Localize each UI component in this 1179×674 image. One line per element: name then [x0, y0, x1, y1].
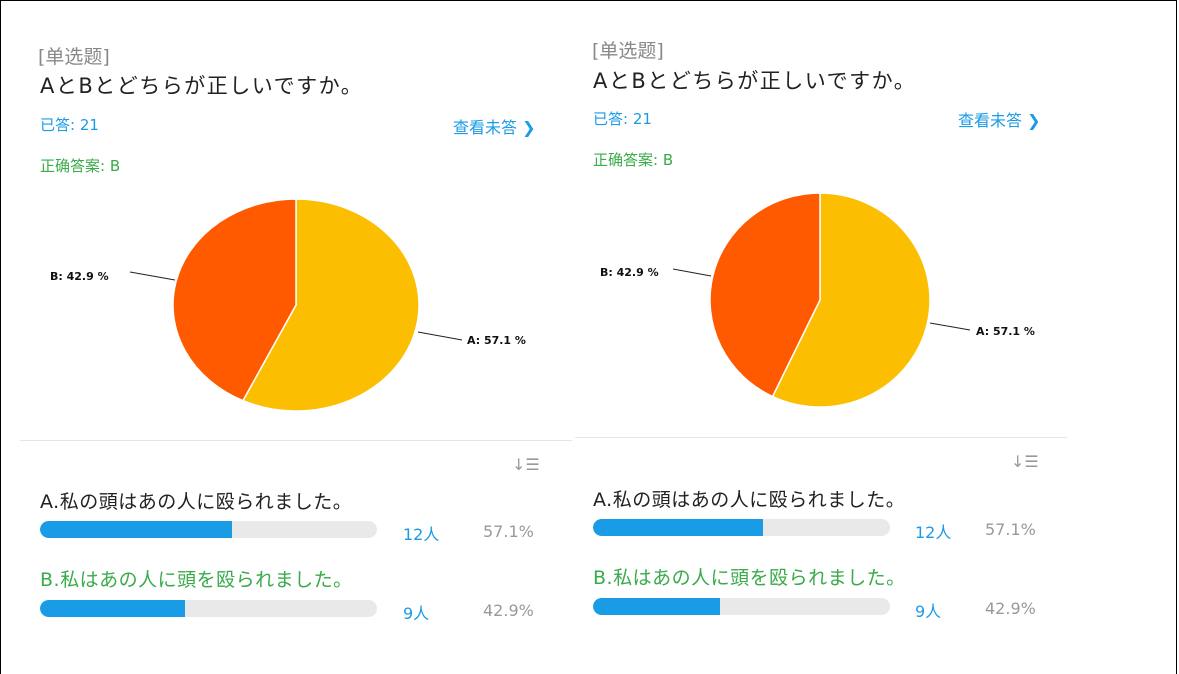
pie-chart: A: 57.1 % B: 42.9 %: [600, 192, 1035, 408]
option-b-percent: 42.9%: [483, 601, 534, 620]
option-b-progress-bar: [40, 600, 377, 617]
pie-slice-a[interactable]: [241, 198, 420, 412]
option-b-label: B.私はあの人に頭を殴られました。: [593, 567, 906, 589]
pie-label-leader-line: [129, 271, 176, 281]
option-b-count[interactable]: 9人: [403, 604, 430, 623]
option-a-progress-bar: [40, 521, 377, 538]
poll-result-panel-1: [单选题] AとBとどちらが正しいですか。 已答: 21 查看未答 ❯ 正确答案…: [0, 0, 575, 674]
option-b-count[interactable]: 9人: [915, 602, 942, 621]
poll-result-panel-2: [单选题] AとBとどちらが正しいですか。 已答: 21 查看未答 ❯ 正确答案…: [575, 0, 1175, 674]
option-a-progress-fill: [40, 521, 233, 538]
section-divider: [575, 437, 1067, 438]
option-b-percent: 42.9%: [985, 599, 1036, 618]
pie-slice-b[interactable]: [709, 192, 821, 398]
chevron-right-icon: ❯: [1027, 111, 1041, 130]
pie-chart: A: 57.1 % B: 42.9 %: [50, 198, 526, 412]
option-a-percent: 57.1%: [483, 522, 534, 541]
view-unanswered-label: 查看未答: [958, 111, 1023, 130]
chevron-right-icon: ❯: [522, 118, 536, 137]
sort-icon[interactable]: ↓☰: [1011, 452, 1039, 471]
correct-answer: 正确答案: B: [593, 151, 674, 169]
pie-label-leader-line: [672, 268, 712, 277]
section-divider: [20, 440, 572, 441]
option-a-count[interactable]: 12人: [915, 523, 952, 542]
answered-count: 已答: 21: [593, 110, 652, 128]
option-a-count[interactable]: 12人: [403, 525, 440, 544]
option-a-percent: 57.1%: [985, 520, 1036, 539]
option-b-progress-fill: [40, 600, 185, 617]
answered-count: 已答: 21: [40, 116, 99, 134]
pie-label-a: A: 57.1 %: [976, 325, 1035, 338]
view-unanswered-link[interactable]: 查看未答 ❯: [958, 107, 1041, 131]
option-b-progress-fill: [593, 598, 721, 615]
pie-label-a: A: 57.1 %: [467, 334, 526, 347]
sort-icon[interactable]: ↓☰: [512, 455, 540, 474]
option-a-label: A.私の頭はあの人に殴られました。: [593, 489, 906, 511]
pie-slice-b[interactable]: [172, 198, 297, 402]
question-type-tag: [单选题]: [592, 40, 664, 62]
pie-label-b: B: 42.9 %: [50, 270, 109, 283]
question-text: AとBとどちらが正しいですか。: [40, 74, 364, 98]
view-unanswered-link[interactable]: 查看未答 ❯: [453, 114, 536, 138]
correct-answer: 正确答案: B: [40, 157, 121, 175]
pie-slice-a[interactable]: [771, 192, 931, 408]
option-b-label: B.私はあの人に頭を殴られました。: [40, 569, 353, 591]
option-a-progress-bar: [593, 519, 890, 536]
pie-label-leader-line: [417, 331, 463, 341]
pie-label-leader-line: [929, 322, 971, 331]
pie-label-b: B: 42.9 %: [600, 266, 659, 279]
option-a-label: A.私の頭はあの人に殴られました。: [40, 491, 353, 513]
question-type-tag: [单选题]: [38, 46, 110, 68]
question-text: AとBとどちらが正しいですか。: [593, 69, 917, 93]
option-b-progress-bar: [593, 598, 890, 615]
view-unanswered-label: 查看未答: [453, 118, 518, 137]
option-a-progress-fill: [593, 519, 763, 536]
